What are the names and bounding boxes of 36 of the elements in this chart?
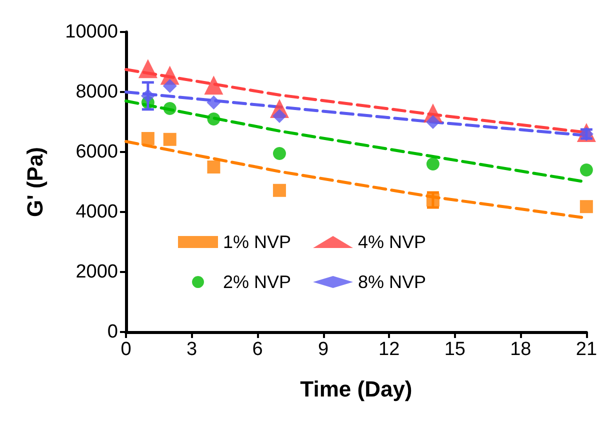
y-tick-label: 6000 bbox=[76, 142, 118, 162]
point bbox=[206, 96, 221, 110]
x-tick-label: 21 bbox=[576, 339, 598, 360]
x-tick-label: 9 bbox=[318, 339, 329, 360]
point bbox=[138, 59, 158, 78]
point bbox=[163, 132, 176, 146]
x-tick-label: 12 bbox=[378, 339, 400, 360]
point bbox=[272, 109, 286, 123]
point bbox=[204, 76, 224, 95]
y-axis-title: G' (Pa) bbox=[22, 146, 48, 218]
x-tick-label: 6 bbox=[252, 339, 263, 360]
legend-label: 2% NVP bbox=[223, 272, 292, 292]
x-tick-label: 18 bbox=[510, 339, 532, 360]
point bbox=[163, 102, 176, 115]
point bbox=[426, 158, 440, 170]
point bbox=[580, 200, 593, 214]
legend-label: 8% NVP bbox=[358, 272, 426, 292]
y-tick-label: 4000 bbox=[76, 202, 118, 222]
point bbox=[272, 184, 286, 197]
point bbox=[141, 132, 154, 145]
x-axis-title: Time (Day) bbox=[300, 376, 412, 402]
y-tick-label: 8000 bbox=[76, 82, 118, 102]
point bbox=[162, 79, 177, 93]
point bbox=[272, 147, 286, 160]
point bbox=[207, 160, 220, 174]
y-tick-label: 0 bbox=[107, 322, 118, 342]
point bbox=[426, 115, 440, 129]
y-tick-label: 10000 bbox=[65, 22, 118, 42]
legend-label: 1% NVP bbox=[223, 232, 292, 252]
x-tick-label: 15 bbox=[444, 339, 466, 360]
legend-label: 4% NVP bbox=[358, 232, 426, 252]
x-tick-label: 3 bbox=[186, 339, 198, 360]
y-tick-label: 2000 bbox=[76, 262, 118, 282]
point bbox=[207, 112, 220, 126]
x-tick-label: 0 bbox=[120, 339, 132, 360]
point bbox=[580, 164, 593, 176]
